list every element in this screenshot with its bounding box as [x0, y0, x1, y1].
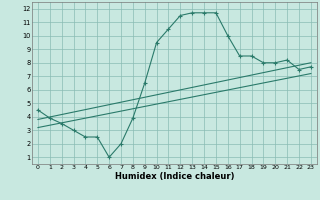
X-axis label: Humidex (Indice chaleur): Humidex (Indice chaleur)	[115, 172, 234, 181]
